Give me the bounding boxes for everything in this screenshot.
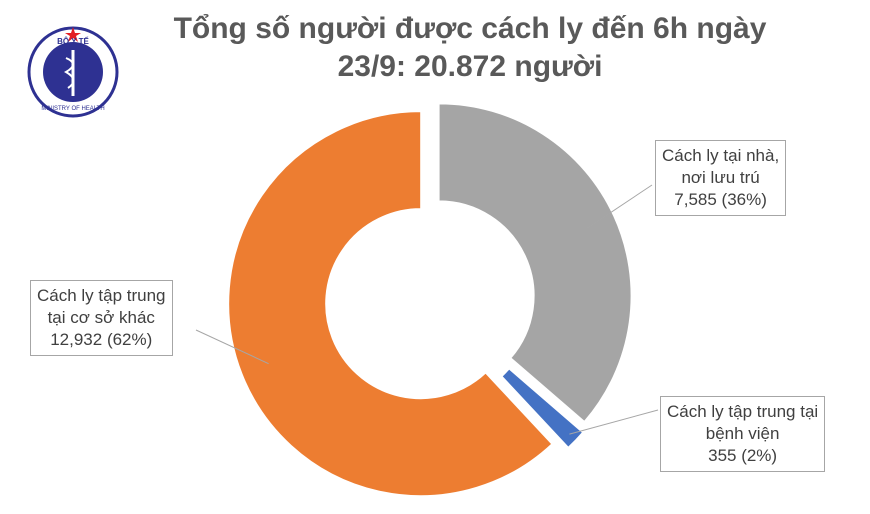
chart-title: 23/9: 20.872 người [337, 50, 603, 83]
leader-line [195, 329, 269, 365]
logo: BỘ Y TẾ MINISTRY OF HEALTH [27, 26, 119, 118]
slice-label: Cách ly tại nhà, nơi lưu trú 7,585 (36%) [655, 140, 787, 216]
donut-slice [501, 368, 584, 448]
slice-label: Cách ly tập trung tại bệnh viện 355 (2%) [660, 396, 826, 472]
leader-line [587, 184, 653, 229]
value-label: 355 (2%) [708, 446, 778, 465]
donut-slice [228, 111, 553, 497]
slice-label: Cách ly tập trung tại cơ sở khác 12,932 (… [30, 280, 173, 356]
value-label: 7,585 (36%) [674, 190, 767, 209]
value-label: 12,932 (62%) [50, 330, 153, 349]
leader-line [569, 409, 659, 435]
logo-top-text: BỘ Y TẾ [57, 36, 89, 46]
logo-bottom-text: MINISTRY OF HEALTH [41, 106, 104, 112]
chart-title: Tổng số người được cách ly đến 6h ngày [173, 12, 767, 45]
logo-snake [63, 57, 75, 89]
donut-slice [438, 103, 632, 423]
logo-star [65, 27, 81, 42]
